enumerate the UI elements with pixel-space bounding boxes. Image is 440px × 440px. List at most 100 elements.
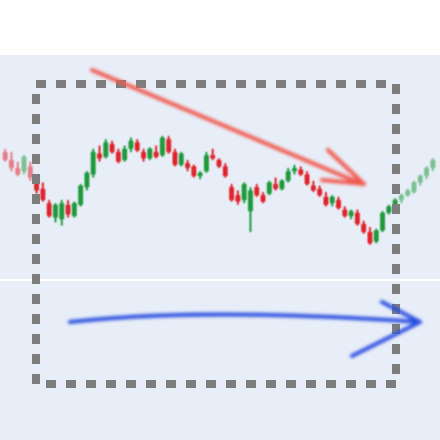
candle-body [115, 152, 121, 162]
candle [285, 168, 291, 183]
candle [159, 136, 165, 157]
candle [210, 148, 216, 160]
candle-body [191, 166, 197, 176]
candle-body [78, 185, 84, 205]
selection-box [32, 80, 400, 388]
candles-group [2, 136, 436, 245]
candle [147, 147, 153, 160]
candle [342, 206, 348, 218]
candle-body [329, 196, 335, 204]
candle [317, 185, 323, 197]
candle-body [71, 203, 77, 216]
candle-body [203, 155, 209, 172]
candle-body [235, 195, 241, 202]
candle [2, 148, 8, 162]
candle-body [342, 209, 348, 216]
candle-body [134, 142, 140, 151]
candle [153, 145, 159, 159]
candle [411, 180, 417, 194]
candle [405, 188, 411, 197]
candle-body [122, 148, 128, 160]
candle-body [40, 188, 46, 200]
candle-body [380, 212, 385, 231]
candle [141, 148, 146, 162]
candle-body [398, 195, 404, 200]
candle [247, 187, 253, 232]
candle-body [424, 168, 430, 176]
candle [254, 184, 260, 197]
candle [273, 177, 279, 191]
candle-body [53, 204, 58, 218]
candle-body [172, 152, 178, 165]
candle [260, 192, 266, 204]
candle [203, 152, 209, 173]
candle-body [367, 232, 373, 244]
candle [386, 204, 392, 215]
candle-body [59, 203, 65, 220]
candle-body [373, 230, 379, 242]
candle [172, 148, 178, 167]
candle [15, 161, 21, 176]
candle-body [285, 171, 291, 181]
candle-body [386, 206, 392, 213]
candle-body [210, 155, 216, 159]
candle [417, 174, 423, 186]
candle [166, 136, 172, 154]
candle [292, 164, 297, 175]
candle [266, 180, 272, 196]
candle-body [292, 168, 297, 172]
candle-body [141, 152, 146, 159]
candle [191, 164, 197, 178]
candle-body [103, 142, 109, 157]
top-band [0, 0, 440, 55]
candle [134, 139, 140, 152]
candle-body [178, 153, 184, 165]
candle-body [15, 168, 21, 175]
candle [373, 228, 379, 244]
candle-body [153, 152, 159, 157]
candle [367, 227, 373, 245]
candle [84, 171, 90, 191]
candle [354, 209, 360, 226]
candle [27, 161, 33, 181]
candle-body [229, 187, 235, 200]
candle [241, 182, 247, 204]
candle-body [317, 188, 323, 196]
right-arrow-icon [68, 300, 422, 358]
candle-body [65, 204, 71, 215]
candle [279, 179, 285, 191]
candle-body [417, 176, 423, 183]
candle [336, 196, 341, 210]
candle [178, 152, 184, 167]
candle-body [128, 140, 134, 149]
candle-body [354, 212, 360, 224]
candle-body [254, 187, 260, 196]
candle [380, 211, 385, 232]
candle [222, 163, 228, 178]
candle-body [2, 152, 8, 160]
candle-body [166, 139, 172, 152]
candle-body [147, 148, 153, 159]
candle [235, 190, 241, 205]
candle-body [405, 190, 411, 196]
candle [65, 200, 71, 218]
candle-body [109, 144, 115, 152]
candle [115, 148, 121, 164]
chart-background [0, 55, 440, 440]
candle-body [34, 180, 40, 191]
candle [329, 195, 335, 207]
candle [40, 182, 46, 202]
candle [128, 137, 134, 152]
candle [109, 140, 115, 154]
candle-body [27, 166, 33, 178]
candle-body [336, 200, 341, 208]
candle-body [348, 211, 354, 216]
candle-body [222, 166, 228, 176]
candle [310, 180, 316, 192]
candle [185, 160, 191, 172]
candle [122, 145, 128, 162]
candle-body [8, 160, 14, 168]
candle [197, 171, 203, 180]
